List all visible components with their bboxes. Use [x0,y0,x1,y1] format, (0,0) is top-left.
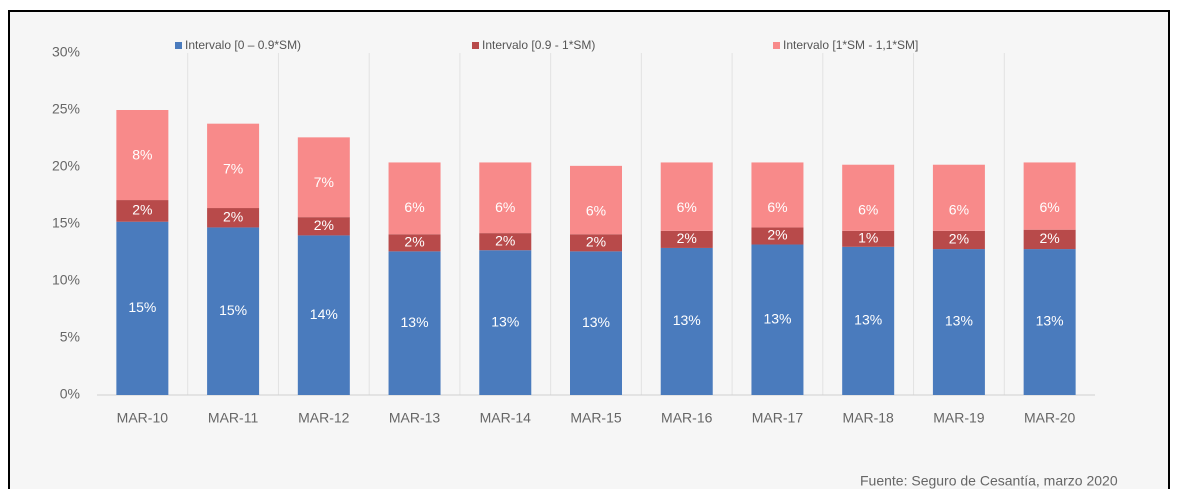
bar-segment [932,249,985,395]
legend-swatch [773,42,780,49]
y-tick-label: 15% [52,215,80,231]
x-tick-label: MAR-18 [843,410,895,426]
value-label: 6% [949,201,969,217]
value-label: 13% [673,312,701,328]
plot: 0% 5% 10% 15% 20% 25% 30% MAR-10 15% 2% 8% MAR-11 15… [52,38,1118,489]
value-label: 6% [767,199,787,215]
value-label: 15% [128,299,156,315]
source-note: Fuente: Seguro de Cesantía, marzo 2020 [860,473,1118,489]
bar-segment [842,230,895,247]
value-label: 2% [314,217,334,233]
bar-segment [751,244,804,395]
y-tick-label: 5% [60,329,80,345]
legend-label: Intervalo [1*SM - 1,1*SM] [783,38,918,52]
value-label: 6% [495,199,515,215]
bar-segment [207,208,260,228]
x-tick-label: MAR-17 [752,410,804,426]
bar-segment [116,221,169,395]
bar-segment [297,137,350,218]
bar-segment [479,250,532,395]
value-label: 7% [314,174,334,190]
bar-segment [207,123,260,209]
bar-segment [116,200,169,222]
bar-segment [570,251,622,395]
value-label: 13% [945,313,973,329]
value-label: 7% [223,160,243,176]
bar-segment [660,162,713,231]
y-tick-label: 25% [52,101,80,117]
bar-segment [751,227,804,245]
bar-segment [1023,229,1076,250]
value-label: 2% [223,208,243,224]
value-label: 13% [582,314,610,330]
value-label: 13% [1036,313,1064,329]
bar-segment [660,230,713,248]
y-tick-label: 0% [60,386,80,402]
y-tick-label: 30% [52,44,80,60]
value-label: 13% [854,312,882,328]
value-label: 2% [132,202,152,218]
legend-label: Intervalo [0 – 0.9*SM) [185,38,301,52]
legend-label: Intervalo [0.9 - 1*SM) [482,38,595,52]
bar-segment [660,247,713,395]
value-label: 13% [491,313,519,329]
value-label: 2% [1040,230,1060,246]
bar-segment [570,234,622,252]
x-tick-label: MAR-15 [570,410,622,426]
value-label: 8% [132,147,152,163]
value-label: 15% [219,302,247,318]
value-label: 2% [404,234,424,250]
value-label: 2% [767,227,787,243]
value-label: 1% [858,230,878,246]
value-label: 6% [858,201,878,217]
x-tick-label: MAR-13 [389,410,441,426]
value-label: 14% [310,306,338,322]
bar-segment [388,251,441,395]
bar-segment [570,165,622,235]
bar-segment [932,230,985,250]
value-label: 6% [404,199,424,215]
x-tick-label: MAR-16 [661,410,713,426]
bar-segment [479,233,532,251]
legend-swatch [472,42,479,49]
bar-segment [842,164,895,231]
bar-segment [388,162,441,235]
bar-segment [1023,249,1076,395]
bar-segment [1023,162,1076,230]
x-tick-label: MAR-14 [480,410,532,426]
bar-segment [842,246,895,395]
value-label: 13% [763,310,791,326]
value-label: 6% [1040,199,1060,215]
bar-segment [388,234,441,252]
value-label: 13% [401,314,429,330]
bar-segment [751,162,804,228]
x-tick-label: MAR-11 [208,410,259,426]
bar-segment [479,162,532,234]
value-label: 2% [495,232,515,248]
value-label: 2% [586,234,606,250]
bar-segment [297,235,350,395]
y-tick-label: 20% [52,158,80,174]
bar-segment [207,227,260,395]
x-tick-label: MAR-19 [933,410,985,426]
value-label: 6% [677,199,697,215]
legend-swatch [175,42,182,49]
bar-segment [297,217,350,236]
value-label: 6% [586,203,606,219]
x-tick-label: MAR-10 [117,410,169,426]
y-tick-label: 10% [52,272,80,288]
x-tick-label: MAR-20 [1024,410,1076,426]
bar-segment [932,164,985,231]
value-label: 2% [949,231,969,247]
x-tick-label: MAR-12 [298,410,350,426]
value-label: 2% [677,230,697,246]
bar-segment [116,110,169,201]
